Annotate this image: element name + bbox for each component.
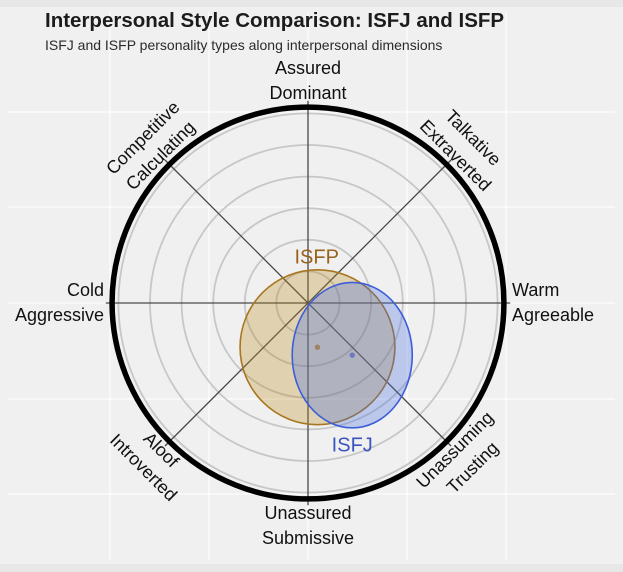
octant-line: Agreeable	[512, 305, 595, 325]
octant-label-top: Assured Dominant	[269, 56, 346, 106]
figure-panel	[0, 7, 623, 564]
octant-line: Assured	[274, 58, 342, 78]
series-label-ISFP: ISFP	[294, 246, 338, 268]
series-dot-ISFP	[314, 344, 321, 350]
octant-line: Dominant	[269, 83, 347, 103]
octant-line: Cold	[66, 280, 104, 300]
octant-label-left: Cold Aggressive	[15, 278, 104, 328]
page-subtitle: ISFJ and ISFP personality types along in…	[45, 37, 443, 53]
octant-label-right: Warm Agreeable	[512, 278, 594, 328]
octant-line: Aggressive	[14, 305, 104, 325]
octant-line: Submissive	[261, 528, 355, 548]
octant-line: Unassured	[264, 503, 352, 523]
axis-spoke	[164, 159, 452, 447]
page-title: Interpersonal Style Comparison: ISFJ and…	[45, 9, 505, 32]
series-dot-ISFJ	[349, 352, 355, 358]
boundary-circle	[109, 104, 507, 502]
series-label-ISFJ: ISFJ	[332, 434, 373, 456]
octant-line: Warm	[512, 280, 560, 300]
octant-label-bottom: Unassured Submissive	[262, 501, 354, 551]
